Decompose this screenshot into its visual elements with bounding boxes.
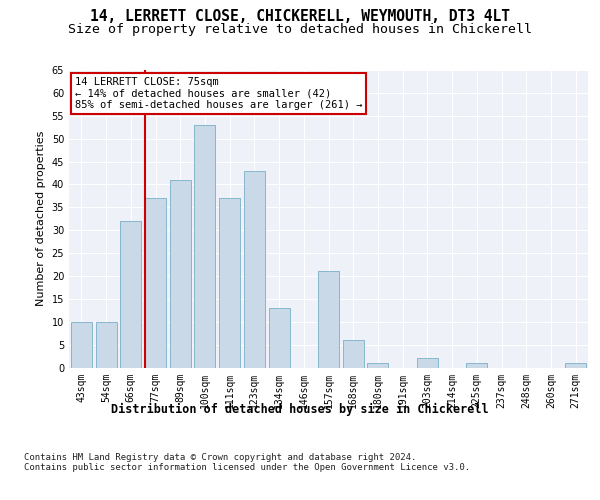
Text: Distribution of detached houses by size in Chickerell: Distribution of detached houses by size … [111,402,489,415]
Bar [145,198,166,368]
Bar [269,308,290,368]
Bar [170,180,191,368]
Bar [565,363,586,368]
Text: 14 LERRETT CLOSE: 75sqm
← 14% of detached houses are smaller (42)
85% of semi-de: 14 LERRETT CLOSE: 75sqm ← 14% of detache… [74,77,362,110]
Bar [219,198,240,368]
Bar [343,340,364,367]
Text: Contains HM Land Registry data © Crown copyright and database right 2024.
Contai: Contains HM Land Registry data © Crown c… [24,452,470,472]
Bar [194,125,215,368]
Bar [120,221,141,368]
Text: 14, LERRETT CLOSE, CHICKERELL, WEYMOUTH, DT3 4LT: 14, LERRETT CLOSE, CHICKERELL, WEYMOUTH,… [90,9,510,24]
Bar [367,363,388,368]
Bar [417,358,438,368]
Bar [95,322,116,368]
Y-axis label: Number of detached properties: Number of detached properties [36,131,46,306]
Text: Size of property relative to detached houses in Chickerell: Size of property relative to detached ho… [68,22,532,36]
Bar [466,363,487,368]
Bar [318,272,339,368]
Bar [71,322,92,368]
Bar [244,170,265,368]
